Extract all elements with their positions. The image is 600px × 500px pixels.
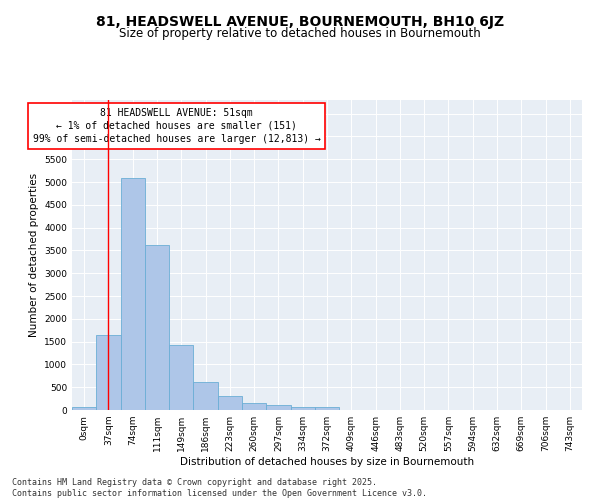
Bar [290,406,315,410]
Bar [72,406,96,410]
Bar [96,335,121,410]
X-axis label: Distribution of detached houses by size in Bournemouth: Distribution of detached houses by size … [180,457,474,467]
Bar [169,345,193,410]
Bar [145,245,169,410]
Bar [218,396,242,410]
Bar [266,405,290,410]
Text: Contains HM Land Registry data © Crown copyright and database right 2025.
Contai: Contains HM Land Registry data © Crown c… [12,478,427,498]
Bar [315,408,339,410]
Text: Size of property relative to detached houses in Bournemouth: Size of property relative to detached ho… [119,28,481,40]
Text: 81, HEADSWELL AVENUE, BOURNEMOUTH, BH10 6JZ: 81, HEADSWELL AVENUE, BOURNEMOUTH, BH10 … [96,15,504,29]
Bar [242,403,266,410]
Bar [193,382,218,410]
Y-axis label: Number of detached properties: Number of detached properties [29,173,38,337]
Text: 81 HEADSWELL AVENUE: 51sqm
← 1% of detached houses are smaller (151)
99% of semi: 81 HEADSWELL AVENUE: 51sqm ← 1% of detac… [32,108,320,144]
Bar [121,178,145,410]
